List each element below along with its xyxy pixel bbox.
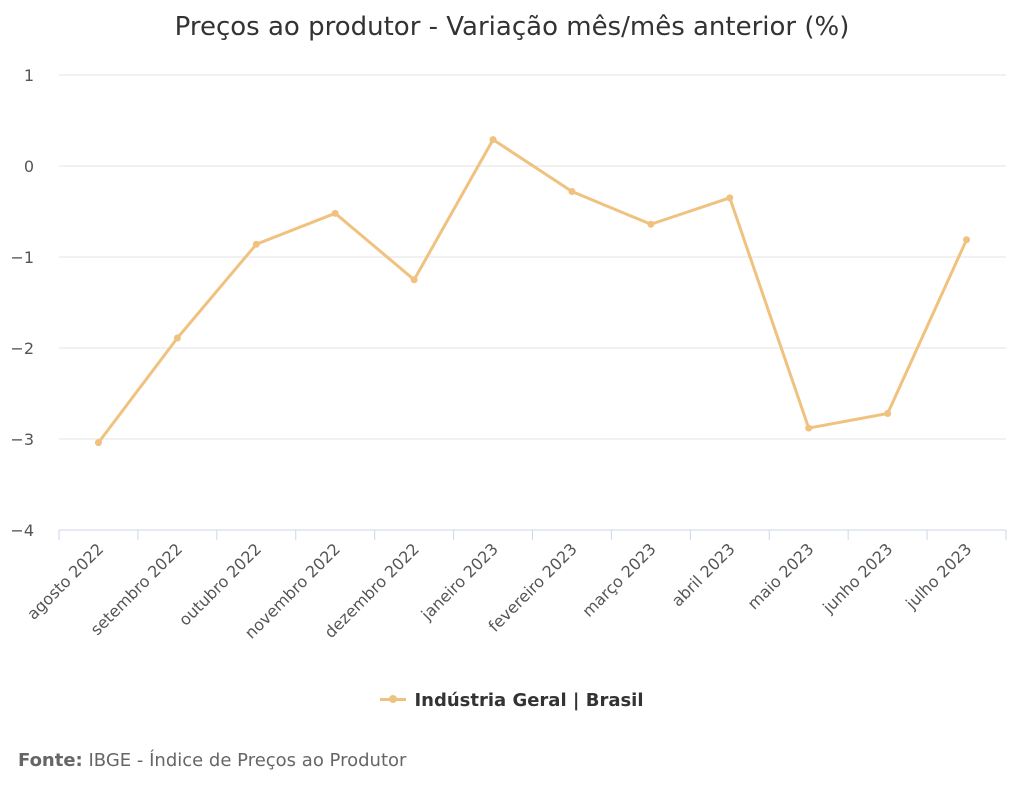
data-point[interactable] [173, 334, 181, 342]
data-point[interactable] [726, 194, 734, 202]
x-tick-label: agosto 2022 [23, 539, 107, 623]
x-tick-label: maio 2023 [744, 539, 818, 613]
data-point[interactable] [963, 236, 971, 244]
y-tick-label: −1 [10, 248, 34, 267]
data-point[interactable] [410, 276, 418, 284]
chart-title: Preços ao produtor - Variação mês/mês an… [174, 12, 850, 42]
x-tick-label: janeiro 2023 [417, 539, 502, 624]
source-text: IBGE - Índice de Preços ao Produtor [88, 750, 407, 771]
y-axis-ticks: 1 0 −1 −2 −3 −4 [10, 66, 34, 540]
data-point[interactable] [489, 136, 497, 144]
x-tick-label: março 2023 [578, 539, 659, 620]
y-tick-label: 1 [24, 66, 34, 85]
x-tick-label: abril 2023 [668, 539, 739, 610]
legend[interactable]: Indústria Geral | Brasil [0, 690, 1024, 711]
source-label: Fonte: [18, 750, 83, 771]
x-tick-label: outubro 2022 [175, 539, 265, 629]
source-note: Fonte: IBGE - Índice de Preços ao Produt… [18, 750, 406, 771]
y-tick-label: −4 [10, 521, 34, 540]
series-group [94, 136, 971, 447]
data-point[interactable] [884, 410, 892, 418]
data-point[interactable] [568, 187, 576, 195]
x-tick-label: julho 2023 [901, 539, 975, 613]
data-point[interactable] [94, 439, 102, 447]
grid-lines [59, 74, 1006, 440]
x-tick-label: junho 2023 [818, 539, 896, 617]
series-line [96, 138, 969, 445]
y-tick-label: 0 [24, 157, 34, 176]
legend-label: Indústria Geral | Brasil [414, 690, 644, 711]
data-point[interactable] [331, 209, 339, 217]
y-tick-label: −3 [10, 430, 34, 449]
y-tick-label: −2 [10, 339, 34, 358]
data-point[interactable] [805, 424, 813, 432]
legend-line-icon [380, 694, 407, 703]
data-point[interactable] [252, 240, 260, 248]
data-point[interactable] [647, 220, 655, 228]
